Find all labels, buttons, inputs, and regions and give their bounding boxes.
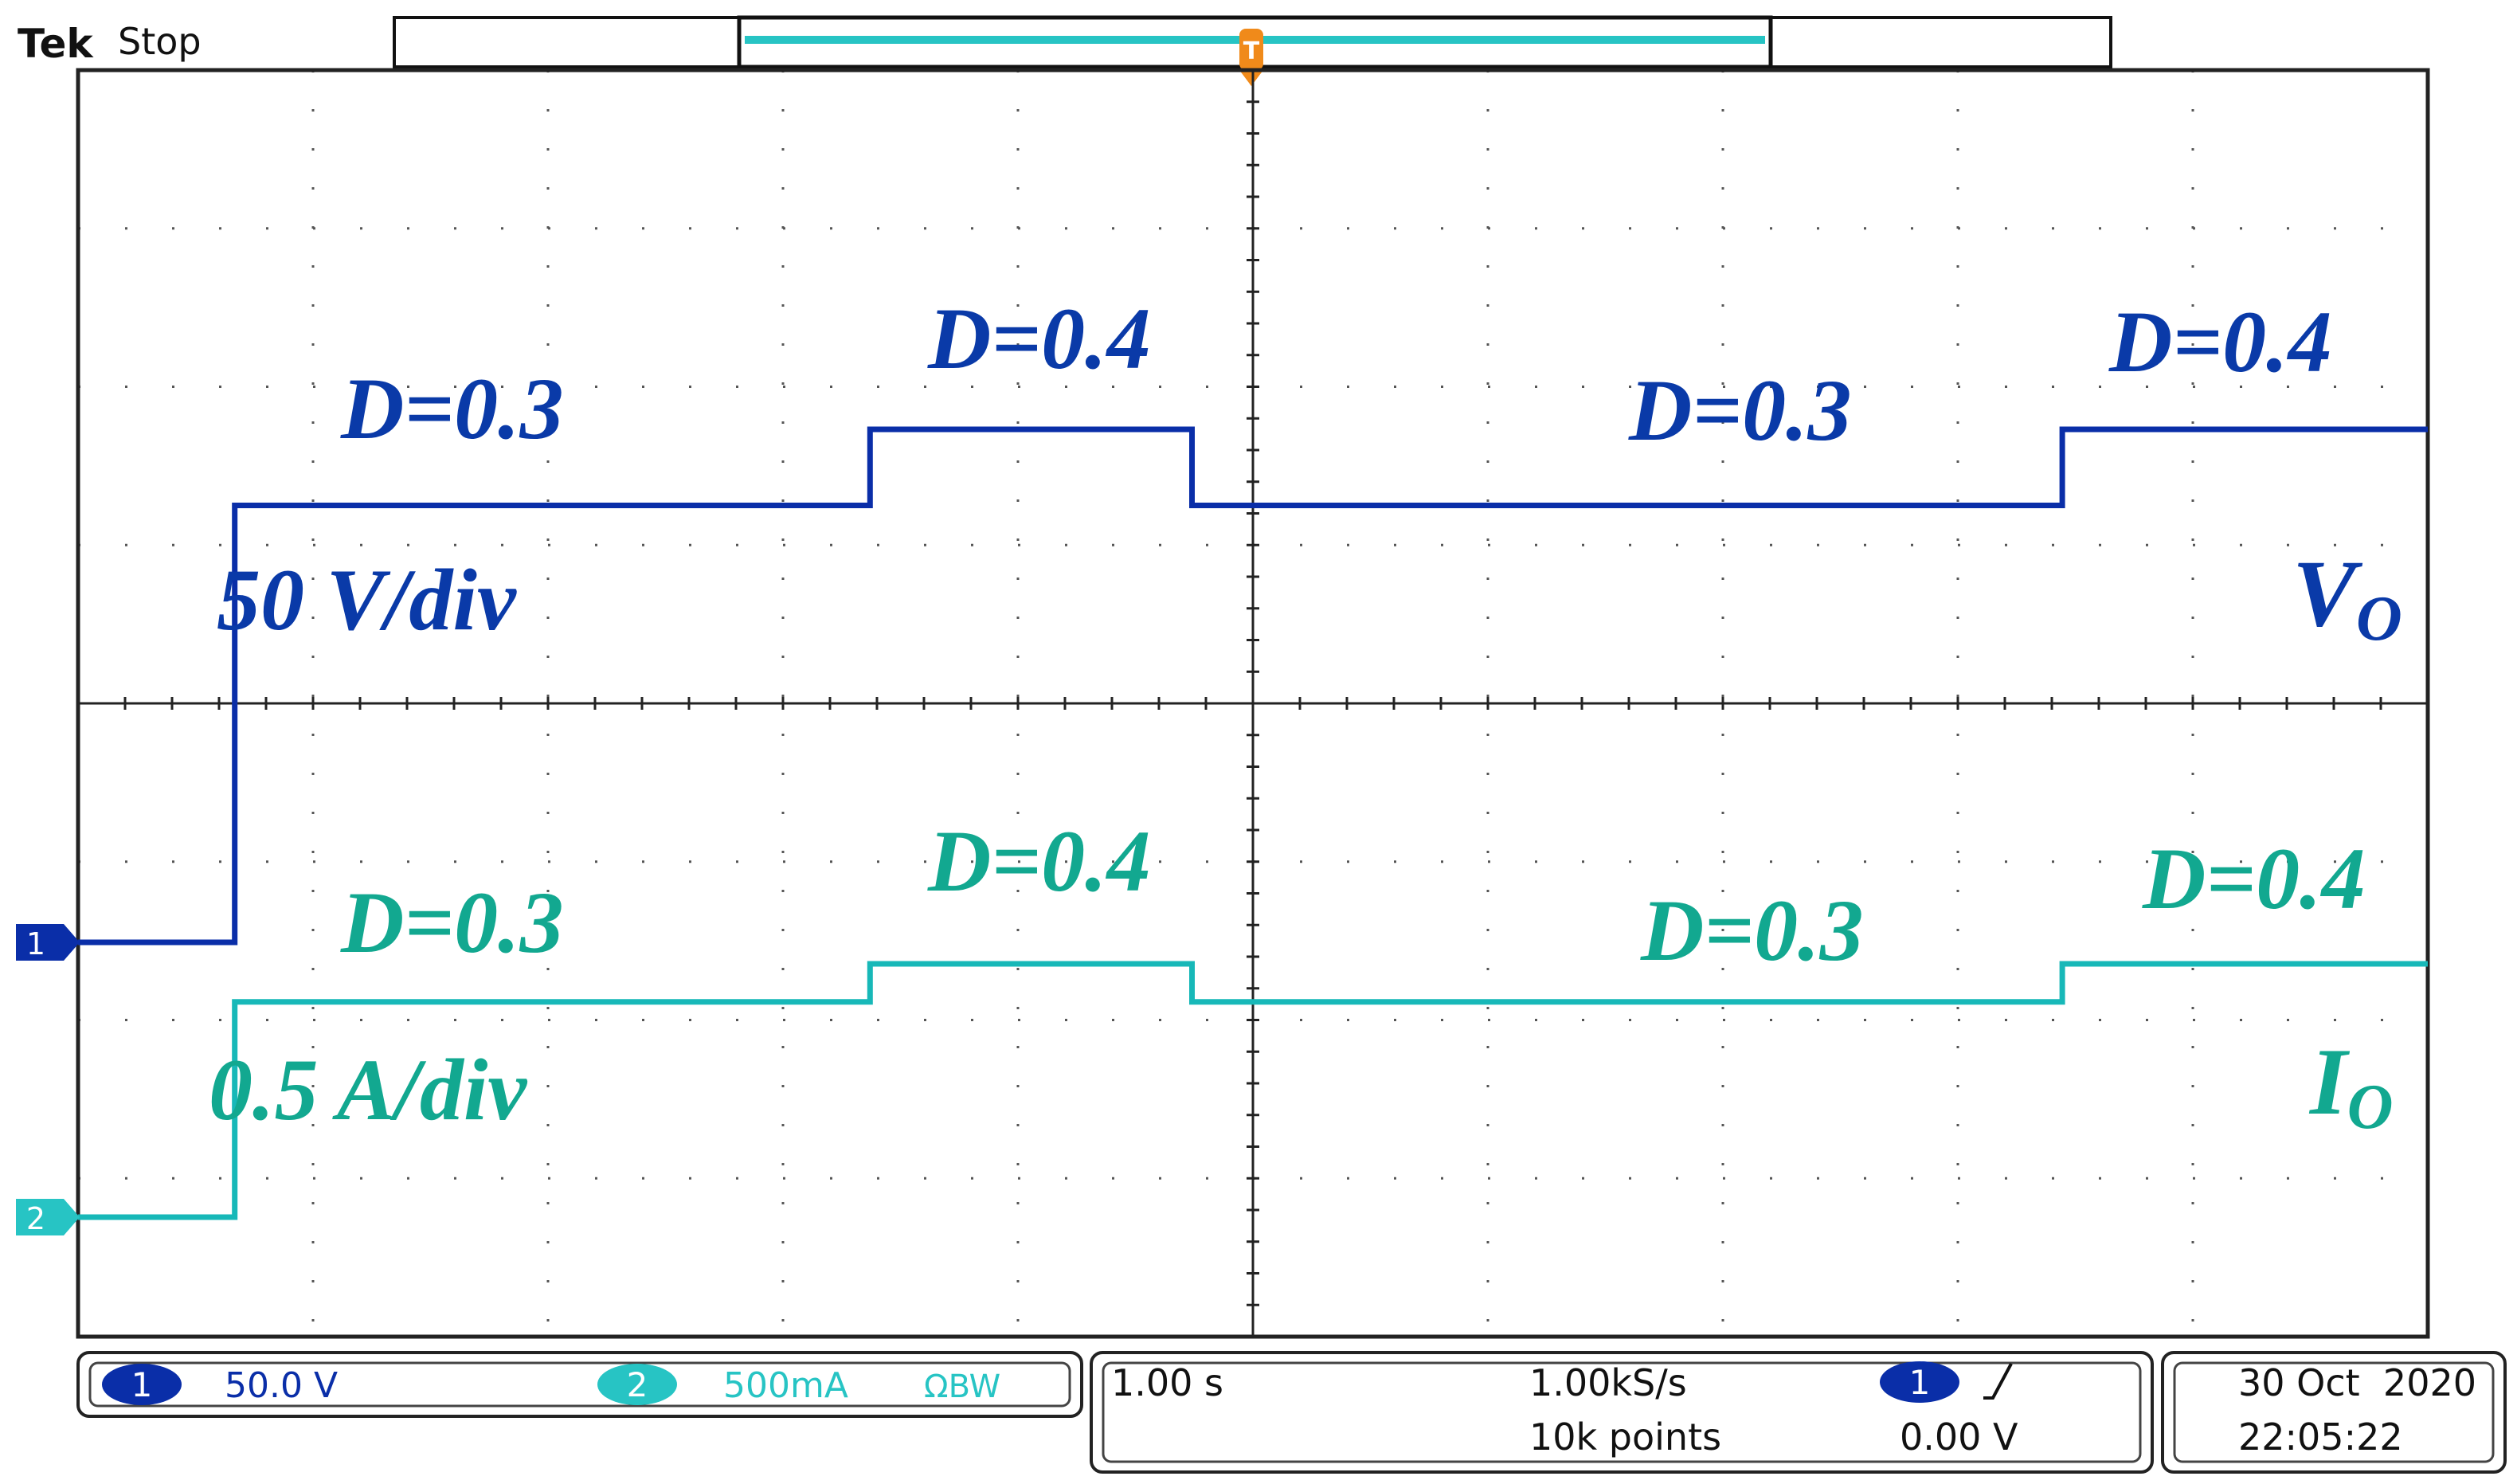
plot-frame [76,68,2430,1339]
vo-duty-label: D=0.4 [927,290,1151,387]
channel-readout-panel[interactable]: 1 50.0 V 2 500mA ΩBW [76,1351,1083,1418]
trace-vo [78,426,2428,946]
io-name-label: IO [2308,1028,2393,1142]
io-annotations: D=0.3 D=0.4 D=0.3 D=0.4 0.5 A/div IO [209,812,2393,1142]
graticule [76,69,2429,1338]
waveform-traces [78,426,2428,1220]
vo-duty-label: D=0.4 [2108,293,2332,390]
date: 30 Oct 2020 [2238,1361,2476,1404]
ch2-bandwidth-symbol: ΩBW [924,1368,1000,1405]
vo-annotations: D=0.3 D=0.4 D=0.3 D=0.4 50 V/div VO [217,290,2402,654]
ch2-scale: 500mA [723,1365,848,1406]
vo-duty-label: D=0.3 [1628,362,1852,459]
ch1-scale: 50.0 V [225,1365,338,1406]
ch2-ground-marker[interactable]: 2 [16,1199,80,1236]
svg-text:1: 1 [26,926,45,961]
io-scale-label: 0.5 A/div [209,1041,527,1138]
record-length: 10k points [1529,1415,1721,1459]
ch1-ground-marker[interactable]: 1 [16,924,80,961]
timebase-readout-panel[interactable]: 1.00 s 1.00kS/s 10k points 1 0.00 V [1090,1351,2154,1474]
trigger-source-label: 1 [1909,1363,1931,1402]
trigger-source-badge[interactable] [1880,1361,1959,1403]
io-duty-label: D=0.4 [927,812,1151,910]
ch1-badge-label: 1 [131,1365,153,1404]
sample-rate: 1.00kS/s [1529,1361,1687,1404]
time-per-div: 1.00 s [1111,1361,1223,1404]
datetime-panel: 30 Oct 2020 22:05:22 [2161,1351,2507,1474]
ch2-badge-label: 2 [627,1365,648,1404]
io-duty-label: D=0.4 [2142,830,2366,927]
run-state: Stop [118,20,202,63]
ch2-badge[interactable] [597,1364,677,1405]
trace-io [78,961,2428,1220]
trigger-position-marker[interactable]: T [1239,29,1263,86]
brand-logo: Tek [18,21,94,67]
svg-text:2: 2 [26,1201,45,1236]
time: 22:05:22 [2238,1415,2403,1459]
io-duty-label: D=0.3 [1640,882,1864,979]
io-duty-label: D=0.3 [340,874,564,971]
ch1-badge[interactable] [102,1364,182,1405]
trigger-slope-icon [1983,1363,2013,1400]
vo-duty-label: D=0.3 [340,360,564,457]
trigger-level: 0.00 V [1900,1415,2018,1459]
vo-scale-label: 50 V/div [217,551,517,648]
svg-text:T: T [1243,37,1260,65]
vo-name-label: VO [2292,540,2402,654]
